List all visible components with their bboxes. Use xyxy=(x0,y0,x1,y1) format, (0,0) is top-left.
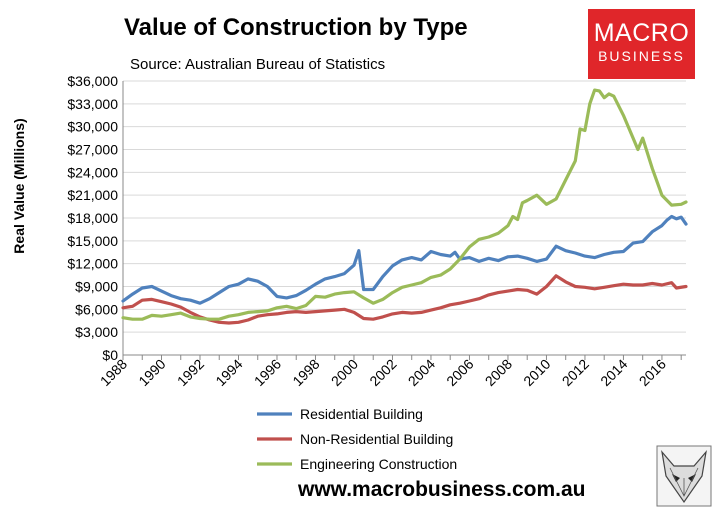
x-tick-label: 2004 xyxy=(405,356,438,389)
logo-line1: MACRO xyxy=(593,19,690,47)
y-tick-label: $18,000 xyxy=(67,210,118,226)
x-tick-label: 1996 xyxy=(251,356,284,389)
y-tick-label: $3,000 xyxy=(75,324,118,340)
x-tick-label: 2002 xyxy=(366,356,399,389)
y-axis-label: Real Value (Millions) xyxy=(11,118,27,253)
x-tick-label: 1992 xyxy=(174,356,207,389)
chart-title: Value of Construction by Type xyxy=(124,14,468,41)
x-tick-label: 2010 xyxy=(520,356,553,389)
y-tick-label: $33,000 xyxy=(67,96,118,112)
y-tick-labels: $0 $3,000 $6,000 $9,000 $12,000 $15,000 $18,00… xyxy=(67,73,118,363)
chart-subtitle: Source: Australian Bureau of Statistics xyxy=(130,56,386,73)
wolf-logo-icon xyxy=(656,445,712,507)
macrobusiness-logo: MACRO BUSINESS xyxy=(588,9,695,79)
x-tick-label: 2006 xyxy=(443,356,476,389)
legend-label-engineering-construction: Engineering Construction xyxy=(300,456,457,472)
series-lines xyxy=(121,88,688,325)
x-tick-label: 2012 xyxy=(559,356,592,389)
y-tick-label: $36,000 xyxy=(67,73,118,89)
y-tick-label: $12,000 xyxy=(67,256,118,272)
footer-url: www.macrobusiness.com.au xyxy=(298,478,586,501)
x-tick-label: 2016 xyxy=(636,356,669,389)
series-line-residential-building xyxy=(121,214,688,305)
y-tick-label: $30,000 xyxy=(67,119,118,135)
x-tick-label: 2000 xyxy=(328,356,361,389)
legend-label-non-residential-building: Non-Residential Building xyxy=(300,431,453,447)
x-tick-label: 1998 xyxy=(289,356,322,389)
y-tick-label: $9,000 xyxy=(75,279,118,295)
y-tick-label: $27,000 xyxy=(67,142,118,158)
y-tick-label: $6,000 xyxy=(75,301,118,317)
x-tick-label: 2014 xyxy=(597,356,630,389)
y-tick-label: $15,000 xyxy=(67,233,118,249)
legend: Residential Building Non-Residential Buil… xyxy=(257,406,457,472)
series-line-engineering-construction xyxy=(121,88,688,321)
x-tick-labels: 1988 1990 1992 1994 1996 1998 2000 2002 2004 2006… xyxy=(97,356,669,389)
x-tick-label: 2008 xyxy=(482,356,515,389)
x-tick-label: 1990 xyxy=(135,356,168,389)
legend-label-residential-building: Residential Building xyxy=(300,406,423,422)
x-tick-label: 1994 xyxy=(212,356,245,389)
gridlines xyxy=(123,80,686,333)
y-tick-label: $24,000 xyxy=(67,164,118,180)
series-line-non-residential-building xyxy=(121,274,688,325)
y-tick-label: $21,000 xyxy=(67,187,118,203)
logo-line2: BUSINESS xyxy=(598,48,685,64)
y-tick-label: $0 xyxy=(102,347,118,363)
